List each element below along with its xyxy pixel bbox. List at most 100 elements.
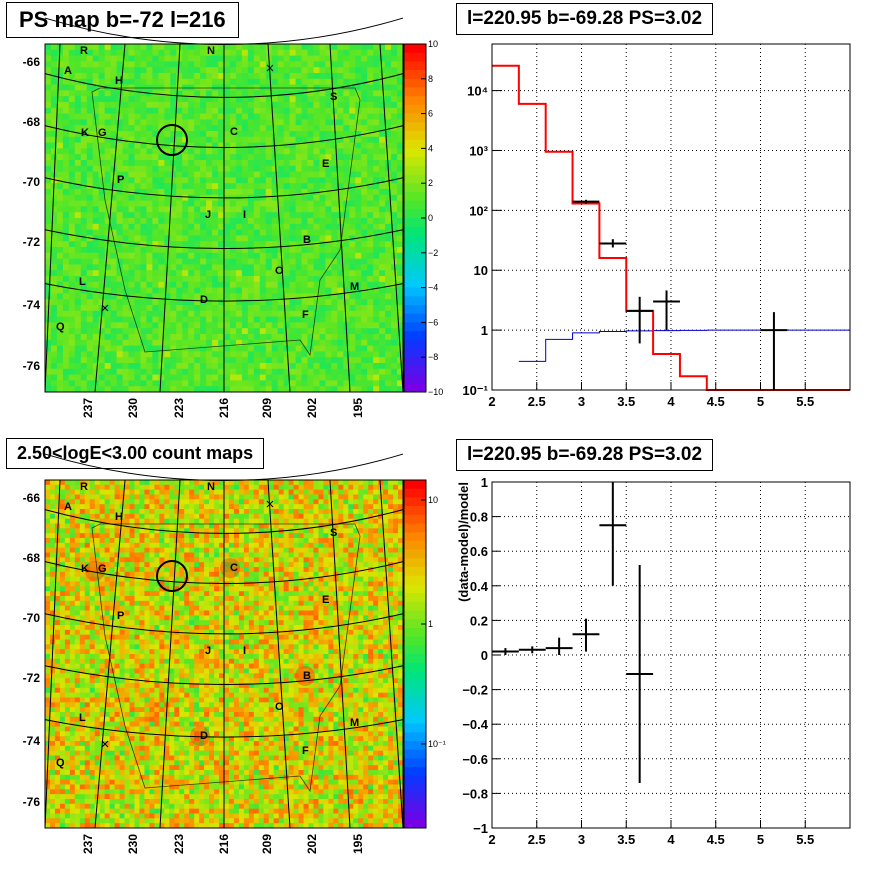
heatmap-cell xyxy=(45,212,52,219)
heatmap-cell xyxy=(54,716,61,723)
heatmap-cell xyxy=(84,712,91,718)
heatmap-cell xyxy=(343,142,350,149)
heatmap-cell xyxy=(265,113,273,120)
heatmap-cell xyxy=(283,386,291,393)
heatmap-cell xyxy=(119,818,125,824)
heatmap-cell xyxy=(391,136,398,143)
heatmap-cell xyxy=(337,345,344,352)
heatmap-cell xyxy=(104,779,111,785)
heatmap-cell xyxy=(241,177,249,184)
heatmap-cell xyxy=(212,305,219,312)
heatmap-cell xyxy=(218,107,225,114)
heatmap-cell xyxy=(397,55,404,62)
heatmap-cell xyxy=(64,716,71,723)
heatmap-cell xyxy=(325,339,332,346)
heatmap-cell xyxy=(337,107,344,114)
heatmap-cell xyxy=(74,499,81,505)
heatmap-cell xyxy=(114,591,120,597)
heatmap-cell xyxy=(104,591,111,597)
heatmap-cell xyxy=(50,339,58,346)
heatmap-cell xyxy=(235,212,243,219)
heatmap-cell xyxy=(224,270,231,277)
heatmap-cell xyxy=(313,131,320,138)
heatmap-cell xyxy=(122,67,129,74)
heatmap-cell xyxy=(361,154,368,161)
heatmap-cell xyxy=(54,513,61,520)
heatmap-cell xyxy=(337,177,344,184)
heatmap-cell xyxy=(104,316,112,323)
heatmap-cell xyxy=(367,270,374,277)
heatmap-cell xyxy=(343,252,350,259)
heatmap-cell xyxy=(188,206,195,213)
heatmap-cell xyxy=(69,818,76,824)
heatmap-cell xyxy=(45,107,52,114)
heatmap-cell xyxy=(80,380,88,387)
heatmap-cell xyxy=(94,513,101,520)
heatmap-cell xyxy=(373,84,380,91)
heatmap-cell xyxy=(124,533,130,539)
heatmap-cell xyxy=(110,73,117,80)
heatmap-cell xyxy=(92,305,100,312)
heatmap-cell xyxy=(146,252,153,259)
heatmap-cell xyxy=(56,270,64,277)
heatmap-cell xyxy=(349,287,356,294)
heatmap-cell xyxy=(134,189,141,196)
heatmap-cell xyxy=(235,90,243,97)
heatmap-cell xyxy=(206,44,213,51)
heatmap-cell xyxy=(89,600,96,607)
heatmap-cell xyxy=(235,310,243,317)
heatmap-cell xyxy=(241,252,249,259)
heatmap-cell xyxy=(99,605,106,611)
heatmap-cell xyxy=(313,102,320,109)
heatmap-cell xyxy=(253,281,261,288)
heatmap-cell xyxy=(182,258,189,265)
heatmap-cell xyxy=(307,142,314,149)
heatmap-cell xyxy=(116,125,123,132)
heatmap-cell xyxy=(313,287,320,294)
heatmap-cell xyxy=(379,368,386,375)
heatmap-cell xyxy=(206,351,213,358)
heatmap-cell xyxy=(265,102,273,109)
heatmap-cell xyxy=(373,113,380,120)
heatmap-cell xyxy=(84,591,91,597)
heatmap-cell xyxy=(373,363,380,370)
heatmap-cell xyxy=(349,328,356,335)
heatmap-cell xyxy=(64,818,71,824)
heatmap-cell xyxy=(397,264,404,271)
heatmap-cell xyxy=(74,264,82,271)
heatmap-cell xyxy=(164,90,171,97)
heatmap-cell xyxy=(218,368,225,375)
heatmap-cell xyxy=(224,90,231,97)
heatmap-cell xyxy=(385,148,392,155)
heatmap-cell xyxy=(109,808,116,814)
heatmap-cell xyxy=(110,339,117,346)
heatmap-cell xyxy=(74,368,82,375)
heatmap-cell xyxy=(301,264,308,271)
heatmap-cell xyxy=(104,620,111,626)
heatmap-cell xyxy=(56,374,64,381)
heatmap-cell xyxy=(119,484,125,491)
heatmap-cell xyxy=(89,571,96,578)
heatmap-cell xyxy=(271,183,279,190)
heatmap-cell xyxy=(45,731,51,737)
heatmap-cell xyxy=(86,160,94,167)
heatmap-cell xyxy=(265,368,273,375)
heatmap-cell xyxy=(188,61,195,68)
heatmap-cell xyxy=(241,322,249,329)
heatmap-cell xyxy=(325,102,332,109)
heatmap-cell xyxy=(385,293,392,300)
heatmap-cell xyxy=(265,171,273,178)
heatmap-cell xyxy=(114,799,120,805)
heatmap-cell xyxy=(92,90,100,97)
heatmap-cell xyxy=(355,113,362,120)
heatmap-cell xyxy=(379,345,386,352)
heatmap-cell xyxy=(109,823,116,829)
heatmap-cell xyxy=(59,600,66,607)
heatmap-cell xyxy=(325,345,332,352)
colorbar-cell xyxy=(404,235,426,245)
heatmap-cell xyxy=(289,235,296,242)
heatmap-cell xyxy=(164,194,171,201)
heatmap-cell xyxy=(89,784,96,790)
heatmap-cell xyxy=(397,270,404,277)
heatmap-cell xyxy=(99,779,106,785)
